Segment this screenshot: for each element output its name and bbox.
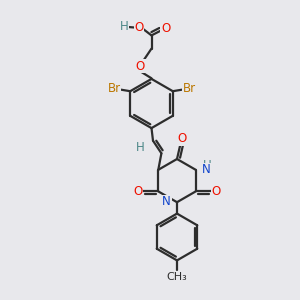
Text: O: O xyxy=(161,22,170,35)
Text: O: O xyxy=(134,21,143,34)
Text: O: O xyxy=(212,185,221,198)
Text: O: O xyxy=(136,59,145,73)
Text: O: O xyxy=(177,132,186,145)
Text: H: H xyxy=(203,159,212,172)
Text: N: N xyxy=(202,163,211,176)
Text: CH₃: CH₃ xyxy=(167,272,188,282)
Text: N: N xyxy=(162,195,171,208)
Text: Br: Br xyxy=(107,82,121,95)
Text: H: H xyxy=(136,141,145,154)
Text: H: H xyxy=(120,20,129,34)
Text: Br: Br xyxy=(182,82,196,95)
Text: O: O xyxy=(133,185,142,198)
